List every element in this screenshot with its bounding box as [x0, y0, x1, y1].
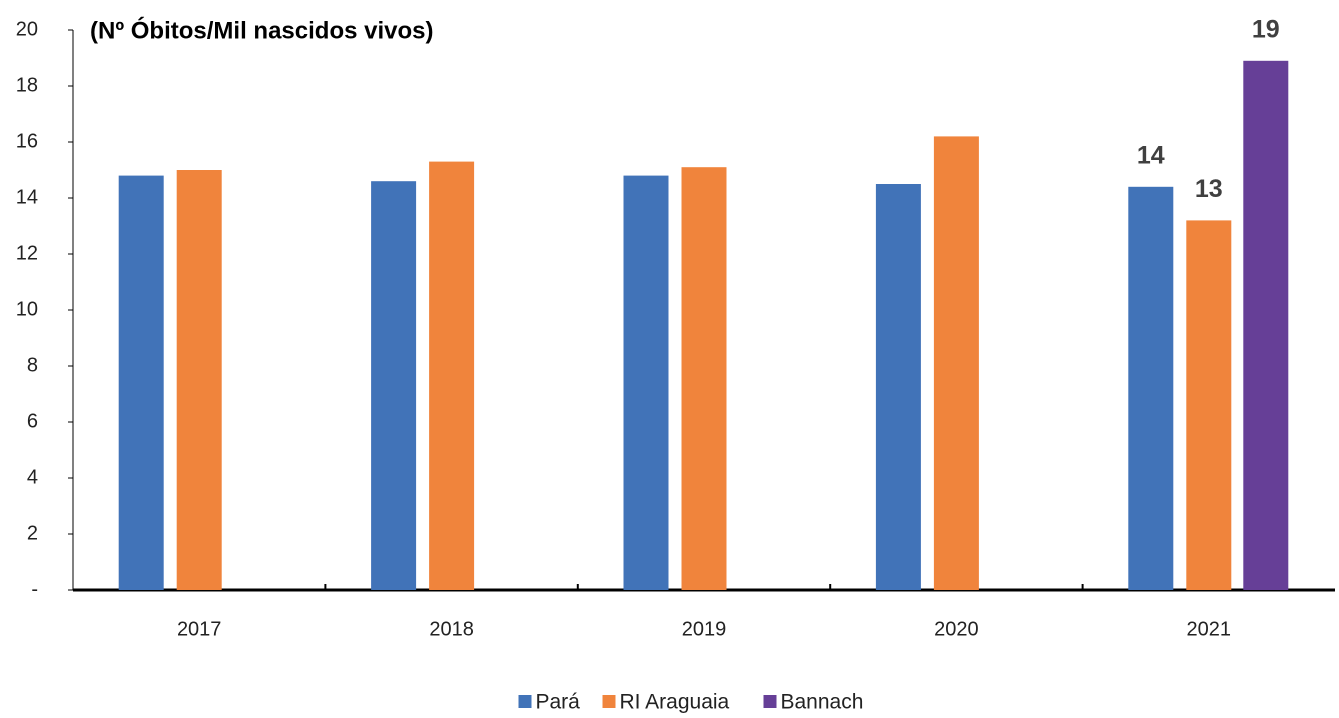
chart-title: (Nº Óbitos/Mil nascidos vivos) — [90, 16, 434, 44]
y-tick-label: - — [31, 578, 38, 600]
bar — [1186, 220, 1232, 590]
bar — [875, 184, 921, 590]
legend-swatch — [518, 695, 532, 708]
y-tick-label: 4 — [27, 466, 38, 488]
bar — [1243, 60, 1289, 591]
legend-label: RI Araguaia — [620, 691, 730, 714]
x-tick-label: 2018 — [429, 618, 474, 640]
y-tick-label: 16 — [16, 130, 38, 152]
value-label: 14 — [1137, 141, 1165, 169]
bar — [118, 175, 164, 590]
x-tick-label: 2020 — [934, 618, 979, 640]
legend-swatch — [602, 695, 616, 708]
y-tick-label: 10 — [16, 298, 38, 320]
x-tick-label: 2017 — [177, 618, 222, 640]
bar — [681, 167, 727, 590]
bar — [176, 170, 222, 590]
y-tick-label: 8 — [27, 354, 38, 376]
y-tick-label: 18 — [16, 74, 38, 96]
legend-label: Pará — [536, 691, 581, 714]
bar — [1128, 186, 1174, 591]
y-tick-label: 12 — [16, 242, 38, 264]
x-tick-label: 2021 — [1187, 618, 1232, 640]
value-label: 19 — [1252, 15, 1280, 43]
bar — [933, 136, 979, 590]
bar — [371, 181, 417, 590]
value-label: 13 — [1195, 175, 1223, 203]
bar — [623, 175, 669, 590]
y-tick-label: 20 — [16, 18, 38, 40]
y-tick-label: 14 — [16, 186, 38, 208]
y-tick-label: 6 — [27, 410, 38, 432]
legend-swatch — [763, 695, 777, 708]
legend-label: Bannach — [781, 691, 864, 714]
bar — [429, 161, 475, 590]
y-tick-label: 2 — [27, 522, 38, 544]
x-tick-label: 2019 — [682, 618, 727, 640]
